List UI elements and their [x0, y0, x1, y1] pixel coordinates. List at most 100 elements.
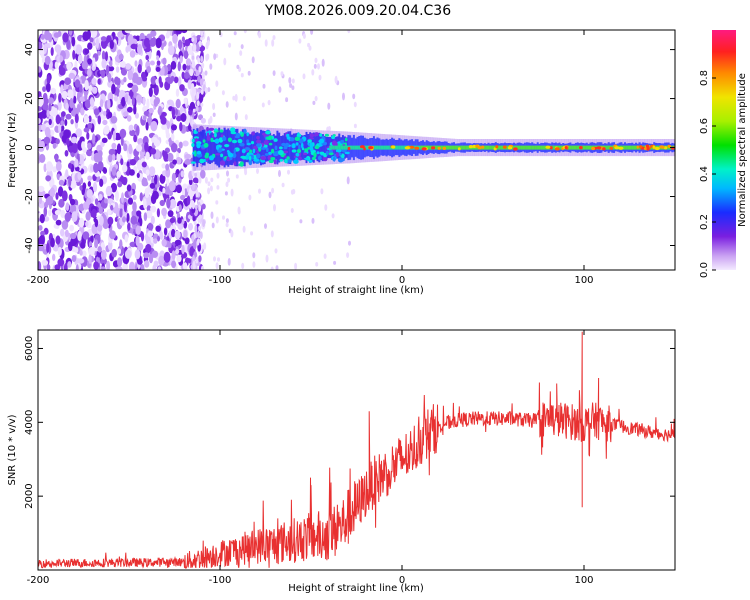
spectrogram-noise-blob — [216, 172, 220, 179]
spectrogram-band-core — [214, 130, 217, 165]
spectrogram-noise-blob — [62, 32, 69, 43]
spectrogram-noise-blob — [75, 44, 83, 55]
spectrogram-noise-blob — [207, 87, 211, 93]
spectrogram-centre-line — [385, 145, 388, 150]
spectrogram-noise-blob — [46, 109, 50, 118]
spectrogram-signal-spot — [202, 139, 206, 143]
spectrogram-noise-blob — [323, 253, 327, 259]
spectrogram-noise-blob — [133, 86, 137, 98]
spectrogram-noise-blob — [124, 249, 132, 259]
spectrogram-noise-blob — [110, 116, 118, 124]
spectrogram-band-core — [289, 131, 292, 164]
spectrogram-noise-blob — [79, 83, 83, 93]
spectrogram-centre-line — [329, 145, 332, 150]
spectrogram-signal-spot — [296, 149, 302, 153]
spectrogram-noise-blob — [225, 218, 229, 224]
spectrogram-signal-spot — [295, 142, 299, 146]
spectrogram-noise-blob — [200, 169, 206, 179]
spectrogram-hot-spot — [663, 146, 668, 150]
spectrogram-noise-blob — [171, 260, 177, 269]
spectrogram-noise-blob — [199, 231, 203, 239]
spectrogram-noise-blob — [38, 261, 42, 270]
spectrogram-y-label: Frequency (Hz) — [7, 112, 18, 188]
spectrogram-noise-blob — [45, 161, 53, 172]
spectrogram-noise-blob — [186, 195, 191, 206]
spectrogram-noise-blob — [142, 115, 147, 121]
spectrogram-noise-blob — [317, 63, 320, 70]
spectrogram-band-core — [272, 134, 275, 162]
spectrogram-noise-blob — [69, 97, 74, 109]
spectrogram-noise-blob — [182, 63, 187, 71]
spectrogram-noise-blob — [82, 231, 90, 240]
spectrogram-noise-blob — [115, 266, 123, 270]
spectrogram-noise-blob — [39, 213, 45, 224]
spectrogram-centre-line — [389, 145, 392, 150]
spectrogram-centre-line — [331, 145, 333, 150]
spectrogram-noise-blob — [129, 159, 137, 166]
spectrogram-noise-blob — [298, 38, 302, 44]
spectrogram-noise-blob — [334, 75, 338, 84]
spectrogram-centre-line — [518, 145, 521, 150]
spectrogram-hot-spot — [404, 146, 410, 150]
spectrogram-signal-spot — [260, 159, 266, 163]
y-tick-label: 40 — [24, 43, 35, 56]
spectrogram-hot-spot — [431, 146, 436, 150]
x-tick-label: -100 — [209, 275, 232, 286]
spectrogram-noise-blob — [86, 132, 90, 140]
spectrogram-centre-line — [527, 145, 530, 150]
spectrogram-noise-blob — [60, 228, 65, 237]
spectrogram-noise-blob — [55, 235, 61, 245]
colorbar-label: Normalized spectral amplitude — [737, 73, 748, 227]
spectrogram-band-core — [269, 133, 272, 163]
spectrogram-noise-blob — [201, 265, 204, 270]
spectrogram-noise-blob — [59, 55, 63, 63]
spectrogram-noise-blob — [67, 261, 72, 268]
spectrogram-signal-spot — [265, 130, 271, 135]
spectrogram-signal-spot — [206, 132, 210, 138]
spectrogram-noise-blob — [221, 90, 225, 96]
spectrogram-centre-line — [625, 145, 628, 150]
spectrogram-noise-blob — [145, 54, 149, 61]
spectrogram-hot-spot — [437, 146, 441, 150]
spectrogram-signal-spot — [255, 153, 261, 159]
spectrogram-signal-spot — [232, 152, 237, 158]
spectrogram-noise-blob — [156, 60, 161, 66]
spectrogram-centre-line — [383, 145, 386, 150]
spectrogram-noise-blob — [162, 187, 166, 194]
spectrogram-noise-blob — [171, 132, 175, 142]
spectrogram-noise-blob — [146, 66, 151, 73]
spectrogram-noise-blob — [262, 83, 266, 89]
spectrogram-noise-blob — [111, 153, 116, 161]
y-tick-label: 2000 — [24, 483, 35, 508]
spectrogram-noise-blob — [348, 240, 351, 246]
spectrogram-band-core — [303, 135, 306, 161]
spectrogram-signal-spot — [298, 138, 304, 144]
spectrogram-noise-blob — [116, 170, 122, 178]
spectrogram-noise-blob — [203, 242, 207, 250]
spectrogram-noise-blob — [183, 50, 189, 60]
spectrogram-noise-blob — [44, 127, 51, 137]
spectrogram-noise-blob — [313, 63, 317, 69]
spectrogram-centre-line — [635, 145, 637, 150]
spectrogram-signal-spot — [309, 142, 314, 148]
spectrogram-noise-blob — [98, 193, 103, 201]
spectrogram-noise-blob — [201, 62, 205, 69]
spectrogram-noise-blob — [75, 264, 79, 270]
spectrogram-noise-blob — [163, 251, 171, 263]
spectrogram-centre-line — [522, 145, 524, 150]
spectrogram-centre-line — [624, 145, 626, 150]
spectrogram-signal-spot — [251, 131, 256, 136]
spectrogram-noise-blob — [194, 224, 198, 233]
spectrogram-noise-blob — [65, 113, 72, 120]
spectrogram-noise-blob — [55, 161, 62, 172]
spectrogram-hot-spot — [414, 146, 420, 150]
spectrogram-centre-line — [500, 145, 503, 150]
spectrogram-noise-blob — [191, 37, 195, 43]
spectrogram-noise-blob — [146, 200, 150, 207]
spectrogram-noise-blob — [143, 252, 150, 259]
spectrogram-noise-blob — [97, 161, 104, 172]
spectrogram-noise-blob — [64, 150, 69, 157]
spectrogram-noise-blob — [200, 88, 204, 95]
spectrogram-noise-blob — [204, 176, 208, 184]
spectrogram-noise-blob — [346, 252, 350, 258]
